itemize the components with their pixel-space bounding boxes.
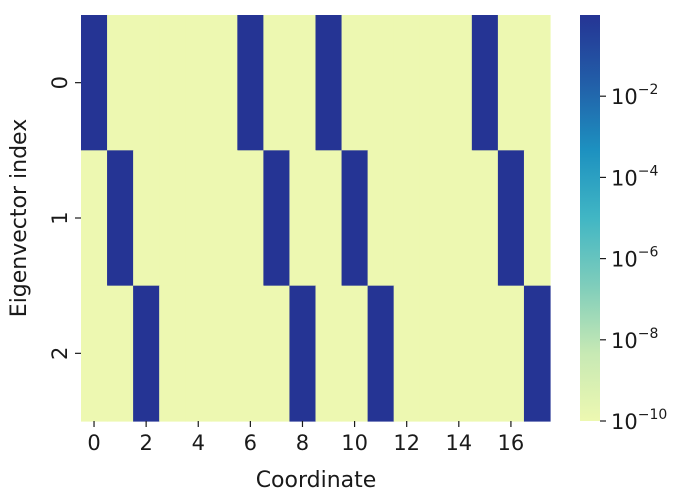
heatmap-cell: [445, 15, 473, 151]
heatmap-cell: [289, 150, 317, 287]
x-axis-ticks: 0 2 4 6 8 10 12 14 16: [87, 421, 524, 455]
heatmap-cell: [133, 15, 160, 151]
heatmap-cell: [237, 285, 264, 422]
heatmap-cell: [263, 285, 291, 422]
heatmap-cell: [263, 150, 291, 287]
heatmap-cell: [341, 285, 369, 422]
heatmap-cell: [393, 285, 421, 422]
heatmap-cell: [497, 15, 525, 151]
x-tick-label: 10: [341, 431, 368, 455]
heatmap-cell: [185, 150, 212, 287]
colorbar-ticks: 10−10 10−8 10−6 10−4 10−2: [600, 82, 667, 434]
heatmap-cell: [185, 15, 212, 151]
x-tick-label: 8: [296, 431, 309, 455]
x-tick-label: 6: [244, 431, 257, 455]
heatmap-cell: [133, 285, 160, 422]
y-tick-label: 2: [48, 347, 72, 360]
heatmap-cell: [107, 285, 134, 422]
heatmap-cell: [81, 15, 108, 151]
heatmap-cell: [133, 150, 160, 287]
heatmap-cell: [159, 15, 186, 151]
heatmap-cell: [471, 285, 499, 422]
colorbar-tick-label: 10−6: [611, 245, 658, 272]
heatmap-cell: [159, 285, 186, 422]
heatmap-cell: [315, 285, 343, 422]
x-tick-label: 2: [139, 431, 152, 455]
x-tick-label: 12: [393, 431, 420, 455]
heatmap-cell: [497, 285, 525, 422]
heatmap-cell: [393, 15, 421, 151]
colorbar-tick-label: 10−8: [611, 326, 658, 353]
heatmap-cell: [237, 15, 264, 151]
heatmap-cell: [211, 150, 238, 287]
heatmap-cell: [445, 285, 473, 422]
heatmap-cell: [419, 285, 447, 422]
heatmap-cell: [419, 15, 447, 151]
heatmap-cell: [81, 285, 108, 422]
colorbar-tick-label: 10−10: [611, 407, 667, 434]
heatmap-cell: [341, 150, 369, 287]
heatmap-cell: [367, 150, 395, 287]
heatmap-cell: [497, 150, 525, 287]
colorbar-tick-label: 10−4: [611, 163, 658, 190]
y-tick-label: 1: [48, 211, 72, 224]
heatmap-cell: [445, 150, 473, 287]
heatmap-cell: [81, 150, 108, 287]
x-tick-label: 4: [192, 431, 205, 455]
heatmap-cell: [263, 15, 291, 151]
heatmap-cell: [315, 15, 343, 151]
heatmap-cell: [107, 150, 134, 287]
heatmap-cell: [471, 150, 499, 287]
heatmap-cell: [107, 15, 134, 151]
heatmap-cell: [237, 150, 264, 287]
heatmap-cell: [211, 15, 238, 151]
heatmap-cell: [211, 285, 238, 422]
heatmap-cell: [523, 285, 551, 422]
y-tick-label: 0: [48, 76, 72, 89]
colorbar: [580, 15, 600, 421]
heatmap-cell: [471, 15, 499, 151]
x-tick-label: 14: [445, 431, 472, 455]
x-axis-label: Coordinate: [256, 468, 377, 493]
heatmap-cell: [523, 150, 551, 287]
heatmap-cell: [185, 285, 212, 422]
x-tick-label: 0: [87, 431, 100, 455]
heatmap-cell: [289, 285, 317, 422]
heatmap-cell: [419, 150, 447, 287]
heatmap-cell: [393, 150, 421, 287]
heatmap-cell: [159, 150, 186, 287]
colorbar-tick-label: 10−2: [611, 82, 658, 109]
y-axis-label: Eigenvector index: [7, 119, 32, 317]
heatmap-cell: [289, 15, 317, 151]
y-axis-ticks: 0 1 2: [48, 76, 81, 360]
heatmap-cell: [367, 15, 395, 151]
heatmap-cell: [341, 15, 369, 151]
heatmap-cell: [523, 15, 551, 151]
heatmap-cells: [81, 15, 551, 422]
x-tick-label: 16: [498, 431, 525, 455]
heatmap-cell: [315, 150, 343, 287]
heatmap-cell: [367, 285, 395, 422]
